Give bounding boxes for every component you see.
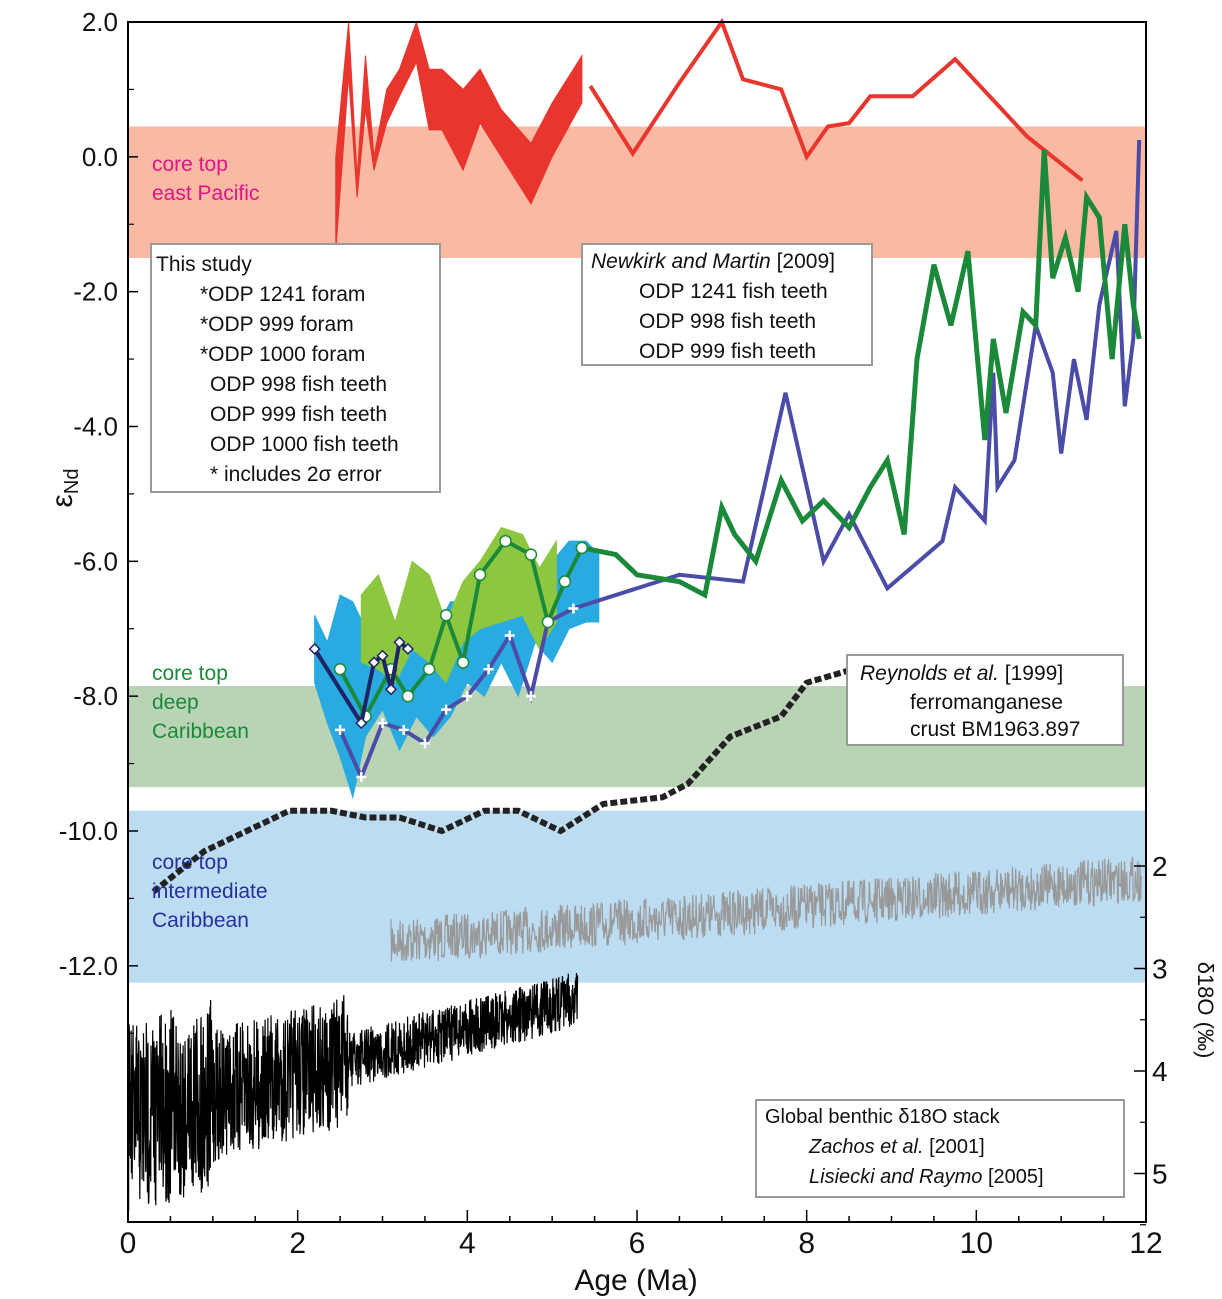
legend-reynolds: Reynolds et al. [1999] ferromanganese cr… (846, 654, 1124, 746)
series-odp998-teeth-marker (335, 724, 346, 735)
x-tick-label: 12 (1129, 1227, 1162, 1260)
series-zachos (390, 856, 1143, 962)
series-odp999-teeth-marker (456, 656, 470, 669)
series-odp998-teeth-marker (504, 630, 515, 641)
series-odp998-teeth-marker (568, 603, 579, 614)
series-layer (151, 17, 1142, 895)
y-tick-label-left: -2.0 (73, 277, 118, 307)
series-odp999-teeth-marker (558, 575, 572, 588)
y-tick-label-left: 2.0 (82, 7, 118, 37)
legend-entry-odp1000-teeth: ODP 1000 fish teeth (210, 433, 399, 456)
series-odp999-teeth-marker (473, 568, 487, 582)
series-odp999-teeth-marker (439, 609, 453, 622)
y-tick-label-left: -4.0 (73, 411, 118, 441)
legend-note: * includes 2σ error (210, 463, 382, 486)
legend-entry-odp999-foram: *ODP 999 foram (200, 313, 354, 336)
legend-entry-zachos: Zachos et al. [2001] (809, 1136, 985, 1158)
x-axis-label: Age (Ma) (574, 1264, 697, 1297)
series-newkirk-odp1241 (588, 17, 1084, 182)
series-odp1000-teeth-marker (355, 717, 368, 730)
y-tick-label-left: -6.0 (73, 546, 118, 576)
legend-entry-odp999-teeth: ODP 999 fish teeth (210, 403, 388, 426)
y-tick-label-left: 0.0 (82, 142, 118, 172)
series-odp999-teeth-marker (524, 548, 538, 561)
series-odp998-teeth-marker (419, 738, 430, 749)
series-odp999-teeth-marker (541, 615, 555, 629)
legend-this-study: This study *ODP 1241 foram *ODP 999 fora… (150, 243, 441, 493)
series-odp998-teeth-marker (356, 772, 367, 783)
legend-entry-newkirk-1241: ODP 1241 fish teeth (639, 280, 828, 303)
series-reynolds-crust (151, 666, 855, 895)
x-tick-label: 4 (459, 1227, 476, 1260)
x-tick-label: 2 (289, 1227, 306, 1260)
legend-entry-odp998-teeth: ODP 998 fish teeth (210, 373, 388, 396)
y-axis-label-left: εNd (46, 469, 83, 508)
x-tick-label: 10 (960, 1227, 993, 1260)
legend-entry-odp1241-foram: *ODP 1241 foram (200, 283, 366, 306)
legend-title-reynolds: Reynolds et al. [1999] (860, 662, 1064, 685)
series-odp998-teeth-marker (525, 691, 536, 702)
legend-title-d18o: Global benthic δ18O stack (765, 1106, 1000, 1128)
legend-newkirk: Newkirk and Martin [2009] ODP 1241 fish … (581, 243, 873, 366)
series-odp999-teeth-marker (422, 662, 436, 676)
series-newkirk-odp999 (581, 149, 1142, 599)
y-axis-label-right: δ18O (‰) (1193, 962, 1218, 1059)
y-tick-label-right: 3 (1152, 954, 1168, 985)
y-axis-label-subscript: Nd (61, 469, 83, 495)
legend-entry-reynolds-1: ferromanganese (910, 691, 1063, 714)
y-tick-label-left: -12.0 (59, 951, 118, 981)
legend-title-newkirk: Newkirk and Martin [2009] (591, 250, 835, 273)
legend-entry-reynolds-2: crust BM1963.897 (910, 718, 1081, 741)
series-odp1000-teeth-marker (384, 683, 398, 696)
x-tick-label: 6 (629, 1227, 646, 1260)
y-tick-label-right: 2 (1152, 851, 1168, 882)
y-tick-label-left: -8.0 (73, 681, 118, 711)
series-odp998-teeth-marker (377, 718, 388, 729)
series-odp1000-teeth-marker (393, 636, 406, 649)
series-odp999-teeth-marker (575, 541, 589, 555)
x-tick-label: 8 (798, 1227, 815, 1260)
legend-entry-odp1000-foram: *ODP 1000 foram (200, 343, 366, 366)
series-odp998-teeth-marker (441, 704, 452, 715)
y-tick-label-left: -10.0 (59, 816, 118, 846)
legend-entry-lisiecki: Lisiecki and Raymo [2005] (809, 1166, 1044, 1188)
y-tick-label-right: 4 (1152, 1056, 1168, 1087)
series-odp1000-teeth-marker (401, 642, 415, 656)
series-odp999-teeth-marker (499, 534, 512, 548)
series-lisiecki (127, 972, 579, 1212)
axes-layer: 0 2 4 6 8 10 12 2.0 0.0 -2.0 -4.0 -6.0 -8.0 -10.0 -12.… (59, 7, 1168, 1260)
series-odp998-teeth-marker (462, 691, 473, 702)
series-odp999-teeth-marker (401, 689, 415, 703)
band-label-east-pacific: core top east Pacific (152, 153, 260, 205)
series-odp1000-teeth-marker (308, 642, 321, 656)
band-label-intermediate-caribbean: core top intermediate Caribbean (152, 851, 268, 932)
legend-title-this-study: This study (156, 253, 252, 276)
series-odp1000-teeth-marker (367, 656, 381, 669)
series-odp1000-teeth-marker (376, 649, 389, 662)
x-tick-label: 0 (120, 1227, 137, 1260)
legend-entry-newkirk-999: ODP 999 fish teeth (639, 340, 817, 363)
legend-entry-newkirk-998: ODP 998 fish teeth (639, 310, 817, 333)
band-label-deep-caribbean: core top deep Caribbean (152, 662, 249, 743)
series-odp999-teeth-marker (333, 662, 347, 676)
legend-d18o: Global benthic δ18O stack Zachos et al. … (755, 1099, 1125, 1198)
y-tick-label-right: 5 (1152, 1159, 1168, 1190)
series-odp998-teeth-marker (398, 724, 409, 735)
series-odp998-teeth-marker (483, 664, 494, 675)
series-odp998-teeth-line (338, 606, 575, 783)
d18o-layer (127, 856, 1143, 1212)
series-odp1241-foram (335, 20, 583, 252)
